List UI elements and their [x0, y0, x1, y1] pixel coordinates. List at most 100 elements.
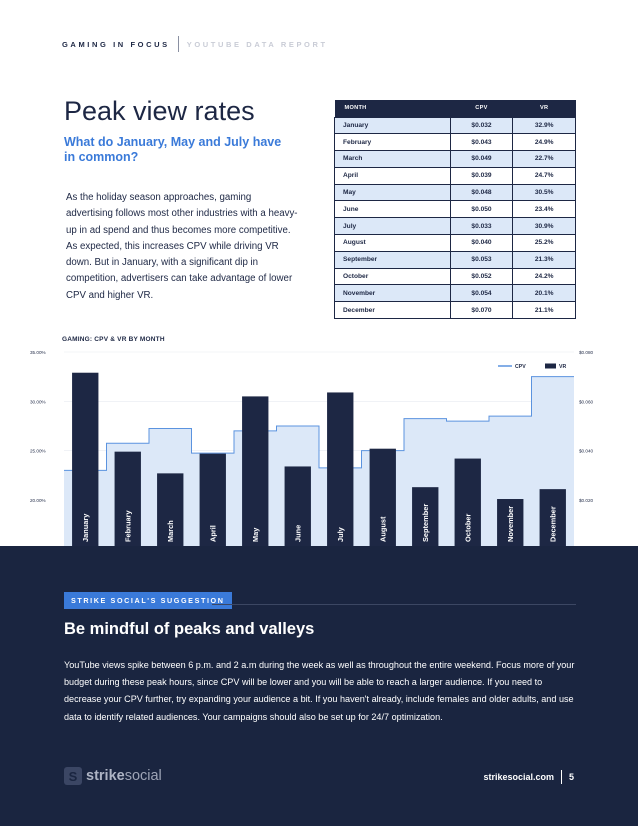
logo-wordmark-bold: strike [86, 768, 125, 784]
cell-vr: 24.7% [512, 166, 576, 185]
cell-cpv: $0.048 [449, 183, 514, 202]
cell-cpv: $0.050 [449, 200, 514, 219]
cell-vr: 21.1% [512, 301, 576, 320]
table-row: November $0.054 20.1% [334, 284, 576, 303]
cell-cpv: $0.040 [449, 234, 514, 252]
legend-vr-label: VR [559, 364, 566, 370]
vr-bar [497, 499, 524, 546]
vr-bar [72, 372, 99, 546]
cell-cpv: $0.032 [449, 116, 514, 135]
cell-vr: 21.3% [512, 250, 576, 269]
intro-paragraph: As the holiday season approaches, gaming… [66, 192, 298, 301]
left-tick-label: 20.00% [30, 498, 46, 503]
table-row: August $0.040 25.2% [334, 234, 576, 252]
month-label: April [208, 525, 217, 542]
site-url: strikesocial.com [483, 772, 554, 782]
month-label: March [166, 520, 175, 542]
badge-divider [212, 604, 576, 605]
cell-month: January [334, 116, 451, 135]
strikesocial-logo: S strikesocial [64, 767, 162, 785]
cell-month: May [334, 183, 451, 202]
cell-cpv: $0.033 [449, 217, 514, 236]
column-header-month: MONTH [334, 100, 451, 117]
table-row: February $0.043 24.9% [334, 133, 576, 152]
cell-month: November [334, 284, 451, 303]
cpv-vr-table: MONTH CPV VR January $0.032 32.9% February… [334, 100, 576, 320]
table-row: April $0.039 24.7% [334, 166, 576, 185]
chart-title: GAMING: CPV & VR BY MONTH [62, 336, 165, 343]
month-label: December [548, 506, 557, 542]
page-number: 5 [568, 772, 574, 782]
cell-month: July [334, 217, 451, 236]
cpv-step-line [64, 376, 574, 471]
cell-month: February [334, 133, 451, 152]
cell-cpv: $0.039 [449, 166, 514, 185]
month-label: November [506, 506, 515, 542]
cell-month: September [334, 250, 451, 269]
table-row: December $0.070 21.1% [334, 301, 576, 320]
month-label: July [336, 526, 345, 542]
column-header-cpv: CPV [450, 100, 513, 117]
column-header-vr: VR [512, 100, 576, 117]
cell-cpv: $0.053 [449, 250, 514, 269]
cell-vr: 23.4% [512, 200, 576, 219]
header-divider [177, 36, 179, 52]
logo-wordmark: strikesocial [86, 768, 162, 784]
cell-month: October [334, 267, 451, 286]
cell-cpv: $0.054 [449, 284, 514, 303]
logo-s-icon: S [64, 767, 82, 785]
page-subtitle: What do January, May and July have in co… [64, 135, 282, 164]
month-label: October [463, 514, 472, 542]
cell-month: March [334, 150, 451, 168]
header-report-title: YOUTUBE DATA REPORT [186, 39, 328, 49]
left-tick-label: 30.00% [30, 399, 46, 404]
vr-bar [327, 392, 354, 546]
month-label: August [378, 516, 387, 542]
cell-vr: 32.9% [512, 116, 576, 135]
table-row: July $0.033 30.9% [334, 217, 576, 236]
cell-cpv: $0.070 [449, 301, 514, 320]
vr-bar [369, 448, 396, 546]
month-label: February [123, 509, 132, 542]
month-label: June [293, 525, 302, 542]
suggestion-paragraph: YouTube views spike between 6 p.m. and 2… [64, 660, 575, 722]
vr-bar [242, 396, 269, 546]
table-header-row: MONTH CPV VR [334, 100, 576, 117]
header-section-title: GAMING IN FOCUS [62, 39, 170, 49]
table-row: May $0.048 30.5% [334, 183, 576, 202]
cell-vr: 24.9% [512, 133, 576, 152]
cell-month: June [334, 200, 451, 219]
table-row: June $0.050 23.4% [334, 200, 576, 219]
vr-bar [454, 458, 481, 546]
vr-bar [539, 489, 566, 546]
cell-vr: 30.5% [512, 183, 576, 202]
legend-vr-swatch [545, 363, 556, 369]
table-row: October $0.052 24.2% [334, 267, 576, 286]
cpv-vr-chart: January February March April May June July Augu… [30, 350, 593, 546]
right-tick-label: $0.040 [579, 449, 593, 454]
vr-bar [412, 487, 439, 546]
vr-bar [199, 453, 226, 546]
cell-month: April [334, 166, 451, 185]
report-header: GAMING IN FOCUS YOUTUBE DATA REPORT [62, 36, 328, 52]
vr-bar [114, 451, 141, 546]
logo-wordmark-rest: social [124, 768, 162, 784]
cell-vr: 22.7% [512, 150, 576, 168]
cell-cpv: $0.049 [449, 150, 514, 168]
right-tick-label: $0.060 [579, 399, 593, 404]
page-title: Peak view rates [64, 96, 255, 126]
page-footer: strikesocial.com 5 [483, 770, 574, 784]
vr-bar [157, 473, 184, 546]
cell-vr: 30.9% [512, 217, 576, 236]
table-row: March $0.049 22.7% [334, 150, 576, 168]
left-tick-label: 25.00% [30, 449, 46, 454]
month-label: May [251, 527, 260, 542]
table-row: January $0.032 32.9% [334, 116, 576, 135]
footer-divider [560, 770, 562, 784]
right-tick-label: $0.080 [579, 350, 593, 355]
cell-vr: 24.2% [512, 267, 576, 286]
month-label: January [81, 513, 90, 542]
right-tick-label: $0.020 [579, 498, 593, 503]
suggestion-headline: Be mindful of peaks and valleys [64, 620, 315, 638]
cell-cpv: $0.052 [449, 267, 514, 286]
